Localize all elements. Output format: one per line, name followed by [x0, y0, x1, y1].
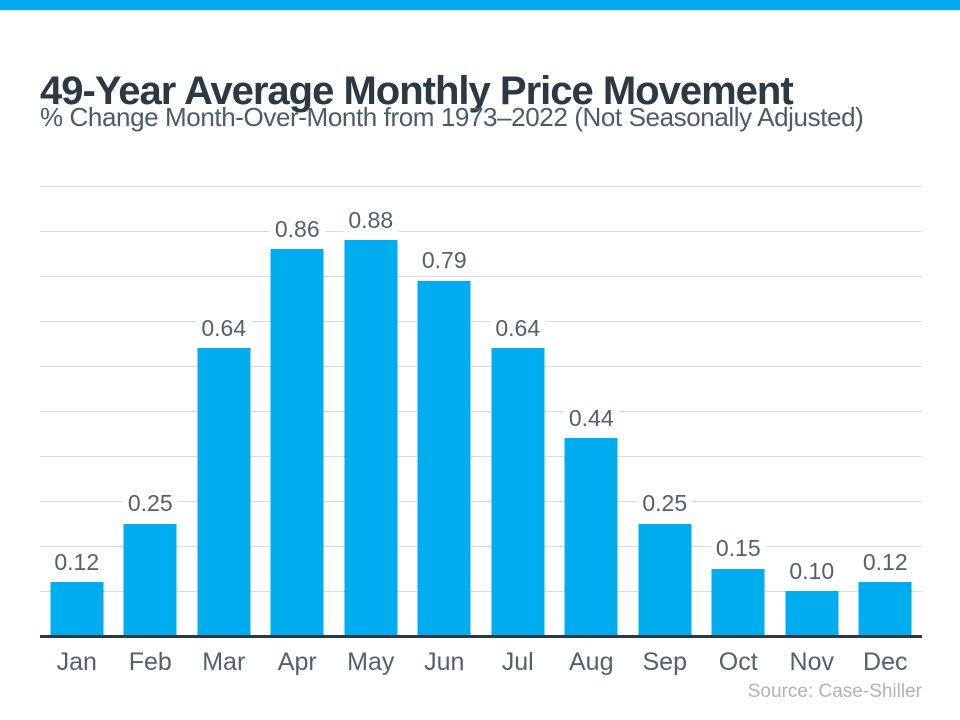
bar-may — [344, 240, 398, 636]
x-axis-line — [40, 635, 922, 638]
month-label: Jun — [424, 648, 465, 676]
gridline — [40, 185, 922, 187]
month-label: Jul — [501, 648, 534, 676]
bar-value-label: 0.25 — [637, 490, 693, 517]
gridline — [40, 365, 922, 367]
month-label: Mar — [202, 648, 246, 676]
bar-value-label: 0.64 — [490, 315, 546, 341]
gridline — [40, 545, 922, 547]
bar-column: 0.64 — [481, 186, 555, 636]
bar-aug — [564, 438, 618, 636]
month-label: Aug — [569, 648, 614, 676]
gridline — [40, 410, 922, 412]
bar-apr — [270, 249, 324, 636]
gridline — [40, 590, 922, 592]
bar-value-label: 0.15 — [710, 535, 766, 562]
bar-column: 0.86 — [261, 186, 335, 636]
month-label: Oct — [718, 648, 758, 676]
gridline — [40, 275, 922, 277]
month-label: Feb — [128, 648, 172, 676]
bar-value-label: 0.12 — [49, 549, 105, 575]
bar-column: 0.25 — [114, 186, 188, 636]
bar-feb — [123, 523, 177, 636]
bar-column: 0.79 — [408, 186, 482, 636]
bar-column: 0.64 — [187, 186, 261, 636]
month-label: Nov — [789, 648, 834, 676]
bar-column: 0.44 — [555, 186, 629, 636]
bar-jun — [417, 280, 471, 636]
source-credit: Source: Case-Shiller — [747, 681, 922, 702]
bar-value-label: 0.79 — [416, 247, 472, 274]
bar-mar — [197, 348, 251, 636]
bar-value-label: 0.25 — [122, 490, 178, 517]
bar-value-label: 0.64 — [196, 315, 252, 341]
gridline — [40, 455, 922, 457]
page-subtitle: % Change Month-Over-Month from 1973–2022… — [40, 102, 864, 132]
bar-value-label: 0.44 — [563, 405, 619, 431]
bar-column: 0.25 — [628, 186, 702, 636]
bar-column: 0.12 — [40, 186, 114, 636]
bar-value-label: 0.12 — [857, 549, 913, 575]
gridline — [40, 500, 922, 502]
top-accent-bar — [0, 0, 960, 10]
month-label: Apr — [277, 648, 317, 676]
bar-column: 0.15 — [702, 186, 776, 636]
bar-jul — [491, 348, 545, 636]
chart: 0.12 0.25 0.64 0.86 0.88 0.79 0.64 0.44 0.25 0.15… — [40, 185, 923, 636]
bar-value-label: 0.88 — [343, 207, 399, 233]
bar-oct — [711, 568, 765, 636]
bar-column: 0.12 — [849, 186, 923, 636]
gridline — [40, 230, 922, 232]
bar-jan — [50, 582, 104, 636]
gridline — [40, 320, 922, 322]
page-title: 49-Year Average Monthly Price Movement — [40, 68, 794, 113]
bar-dec — [858, 582, 912, 636]
bar-value-label: 0.86 — [269, 216, 325, 242]
bar-value-label: 0.10 — [784, 558, 840, 584]
month-label: May — [347, 648, 395, 676]
bar-column: 0.10 — [775, 186, 849, 636]
month-label: Dec — [863, 648, 908, 676]
x-axis-labels: Jan Feb Mar Apr May Jun Jul Aug Sep Oct Nov Dec — [40, 648, 922, 678]
bar-column: 0.88 — [334, 186, 408, 636]
month-label: Sep — [642, 648, 687, 676]
bar-sep — [638, 523, 692, 636]
month-label: Jan — [56, 648, 97, 676]
bar-nov — [785, 591, 839, 636]
